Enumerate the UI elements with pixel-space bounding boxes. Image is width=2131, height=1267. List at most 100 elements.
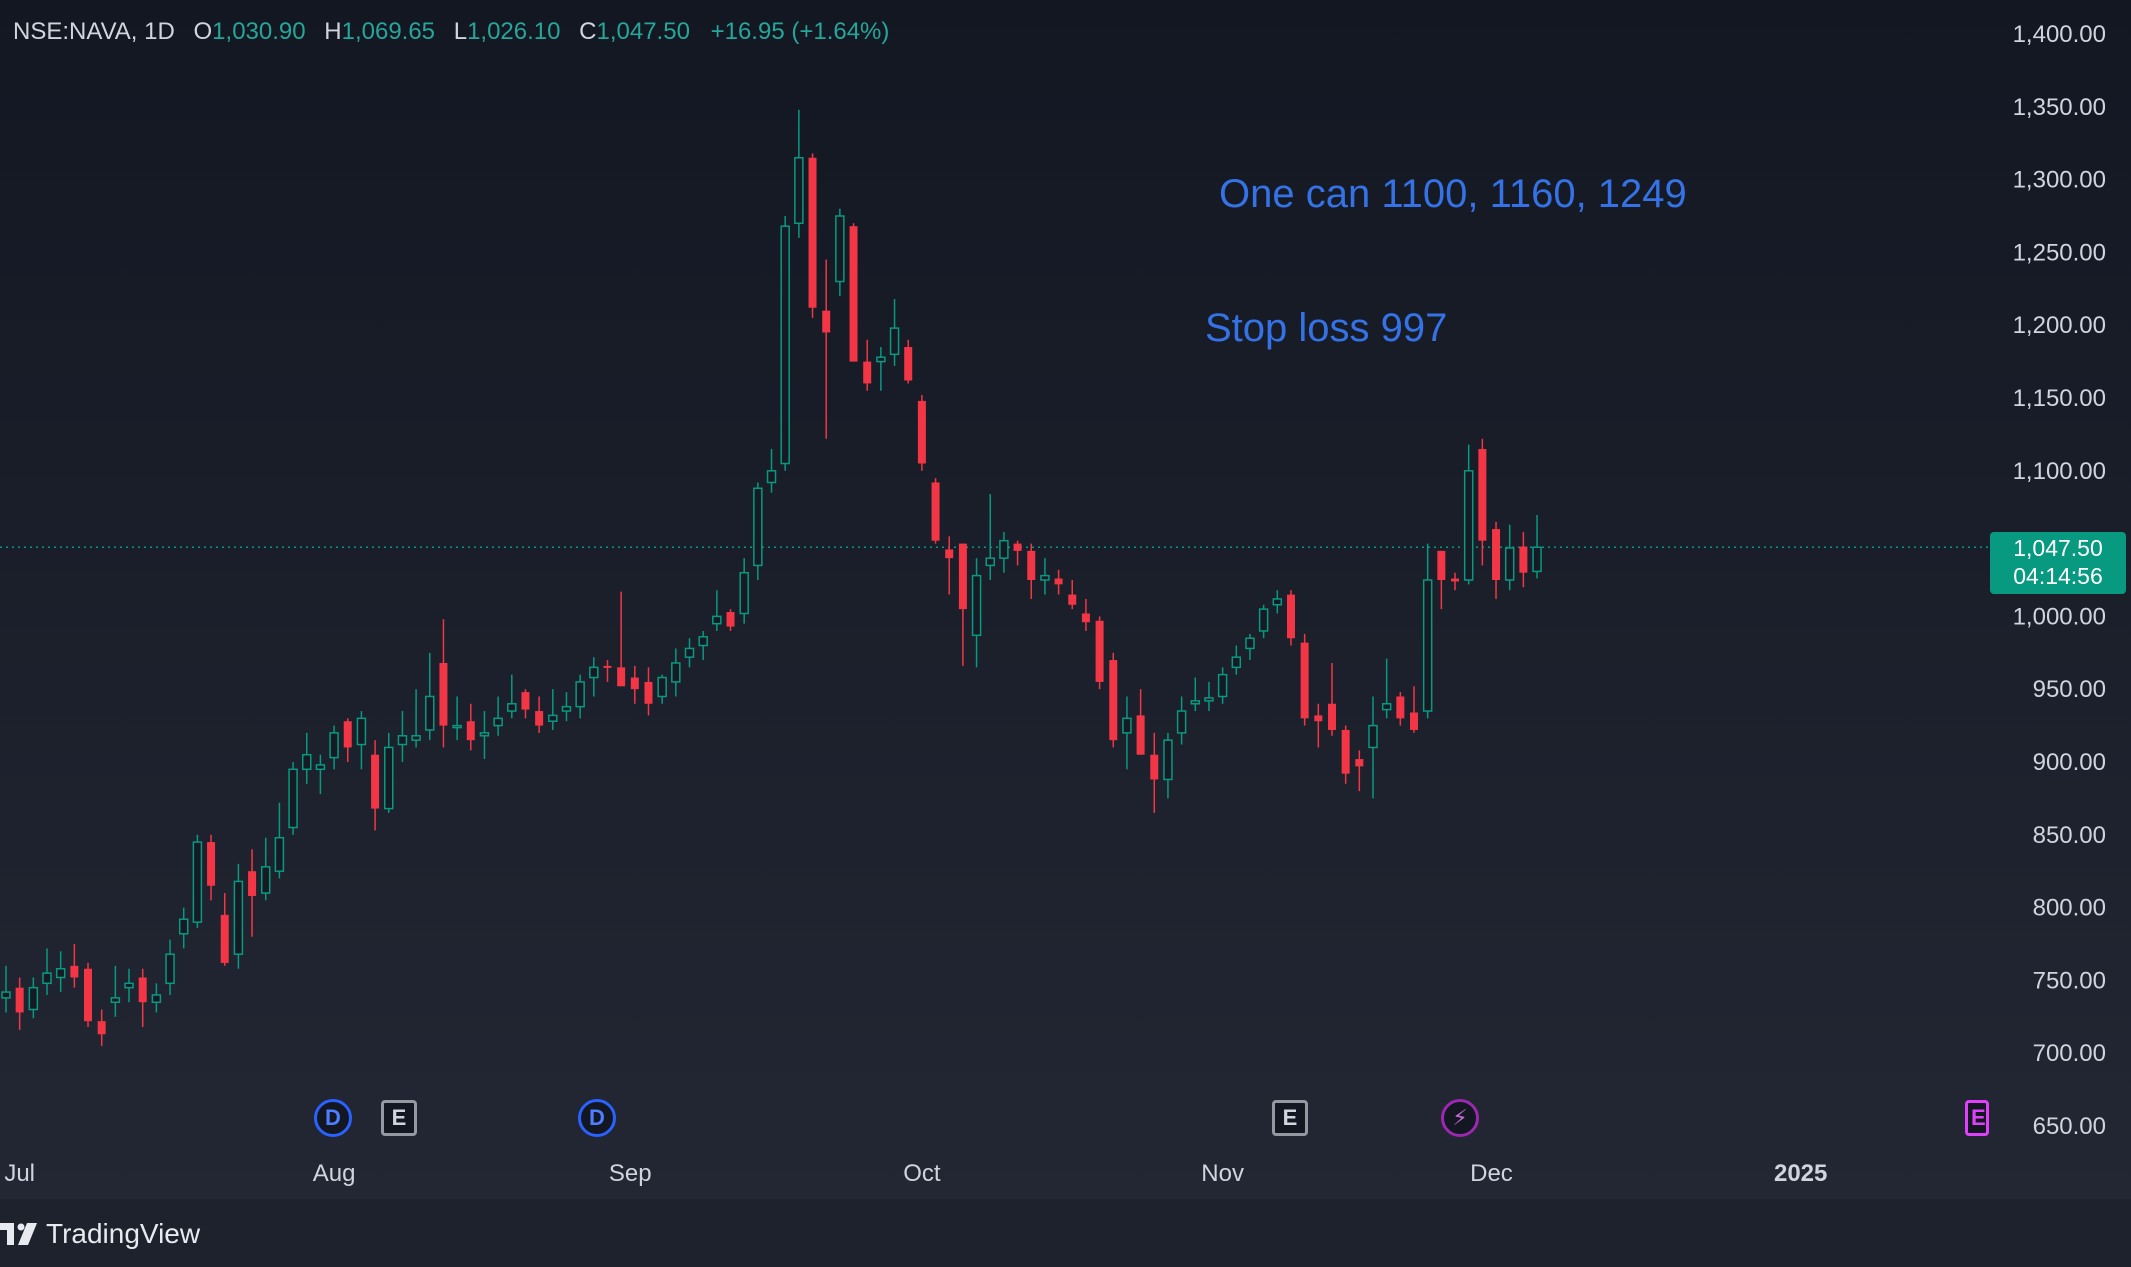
dividend-icon[interactable]: D (578, 1099, 616, 1137)
candle-body (192, 841, 203, 923)
candle (1190, 677, 1201, 712)
candle (1176, 696, 1187, 745)
candle-body (55, 968, 66, 979)
candle (28, 977, 39, 1019)
last-price-tag: 1,047.50 04:14:56 (1990, 532, 2126, 594)
candle (657, 674, 667, 704)
price-tick-label: 700.00 (2033, 1040, 2106, 1067)
candle-body (630, 677, 639, 690)
candle (794, 109, 804, 238)
candle (124, 968, 134, 1003)
lightning-icon[interactable]: ⚡ (1441, 1099, 1479, 1137)
brand-name: TradingView (46, 1218, 201, 1249)
candle (42, 948, 52, 995)
time-axis[interactable]: Jul Aug Sep Oct Nov Dec 2025 (4, 1160, 1827, 1187)
candle (971, 558, 982, 668)
candle (1163, 732, 1173, 799)
candle (1245, 633, 1255, 661)
candle-body (151, 994, 162, 1003)
candle (165, 939, 175, 995)
candle-body (889, 327, 900, 356)
candle-body (1437, 550, 1446, 580)
candle-body (726, 612, 735, 627)
candle-body (1176, 710, 1187, 734)
earnings-icon[interactable]: E (1272, 1100, 1308, 1136)
candle (671, 648, 681, 697)
candle (630, 665, 639, 704)
candle-body (207, 842, 216, 886)
candle-body (343, 721, 352, 748)
annotation-stop-loss[interactable]: Stop loss 997 (1205, 306, 1448, 350)
candle-body (439, 662, 448, 726)
candle (1381, 658, 1392, 719)
candle (835, 208, 845, 297)
close-value: 1,047.50 (596, 18, 690, 45)
candle (425, 652, 435, 741)
candle-body (617, 667, 626, 687)
candle (1396, 692, 1405, 726)
candle-body (356, 717, 367, 746)
candle (1231, 645, 1242, 675)
candle (644, 667, 653, 716)
price-tick-label: 800.00 (2033, 895, 2106, 922)
earnings-icon[interactable]: E (1965, 1100, 1989, 1136)
candle (863, 339, 872, 391)
candle (1314, 703, 1323, 748)
candle-body (1136, 715, 1145, 755)
candle (849, 223, 858, 362)
candle-body (315, 764, 326, 771)
candle (1422, 543, 1433, 719)
candle (151, 983, 162, 1013)
candle-body (766, 470, 777, 484)
candle-body (712, 615, 722, 625)
candle (589, 657, 599, 697)
candle (507, 674, 517, 719)
symbol-label[interactable]: NSE:NAVA, 1D (13, 18, 175, 45)
tradingview-brand[interactable]: TradingView (0, 1214, 200, 1254)
candle-body (384, 746, 394, 810)
earnings-icon[interactable]: E (381, 1100, 417, 1136)
candle (521, 689, 530, 719)
candle (138, 968, 147, 1027)
candle (780, 216, 790, 471)
candle-body (466, 721, 475, 741)
annotation-targets[interactable]: One can 1100, 1160, 1249 (1219, 172, 1687, 216)
candle-body (1068, 594, 1077, 605)
low-label: L (453, 18, 468, 45)
candle-body (411, 735, 421, 741)
candle (1068, 580, 1077, 610)
candle-body (657, 676, 667, 698)
candle-body (1286, 594, 1295, 639)
candle (248, 849, 257, 937)
candle-body (1258, 608, 1269, 632)
candle-body (835, 215, 845, 283)
candle (1095, 616, 1104, 690)
candle (904, 339, 913, 384)
candle-body (876, 356, 886, 363)
candle-body (958, 543, 967, 610)
candle (479, 711, 490, 760)
candle-body (808, 157, 817, 308)
time-tick-label: Nov (1201, 1160, 1244, 1187)
candle-body (97, 1021, 106, 1035)
price-tick-label: 1,350.00 (2013, 94, 2106, 121)
candle-body (1519, 546, 1528, 573)
candle (1327, 662, 1336, 736)
candle-body (84, 968, 93, 1022)
candle-body (493, 717, 503, 727)
candle-body (1109, 660, 1118, 741)
candle (1478, 438, 1487, 566)
candle (603, 660, 612, 682)
price-tick-label: 1,150.00 (2013, 385, 2106, 412)
candle-body (575, 681, 585, 708)
candle (1368, 696, 1378, 799)
candle-body (794, 157, 804, 225)
candle-body (1355, 759, 1364, 767)
candle (411, 689, 421, 748)
candle (1272, 590, 1283, 614)
candle-body (248, 871, 257, 896)
candle-body (521, 692, 530, 710)
dividend-icon[interactable]: D (314, 1099, 352, 1137)
